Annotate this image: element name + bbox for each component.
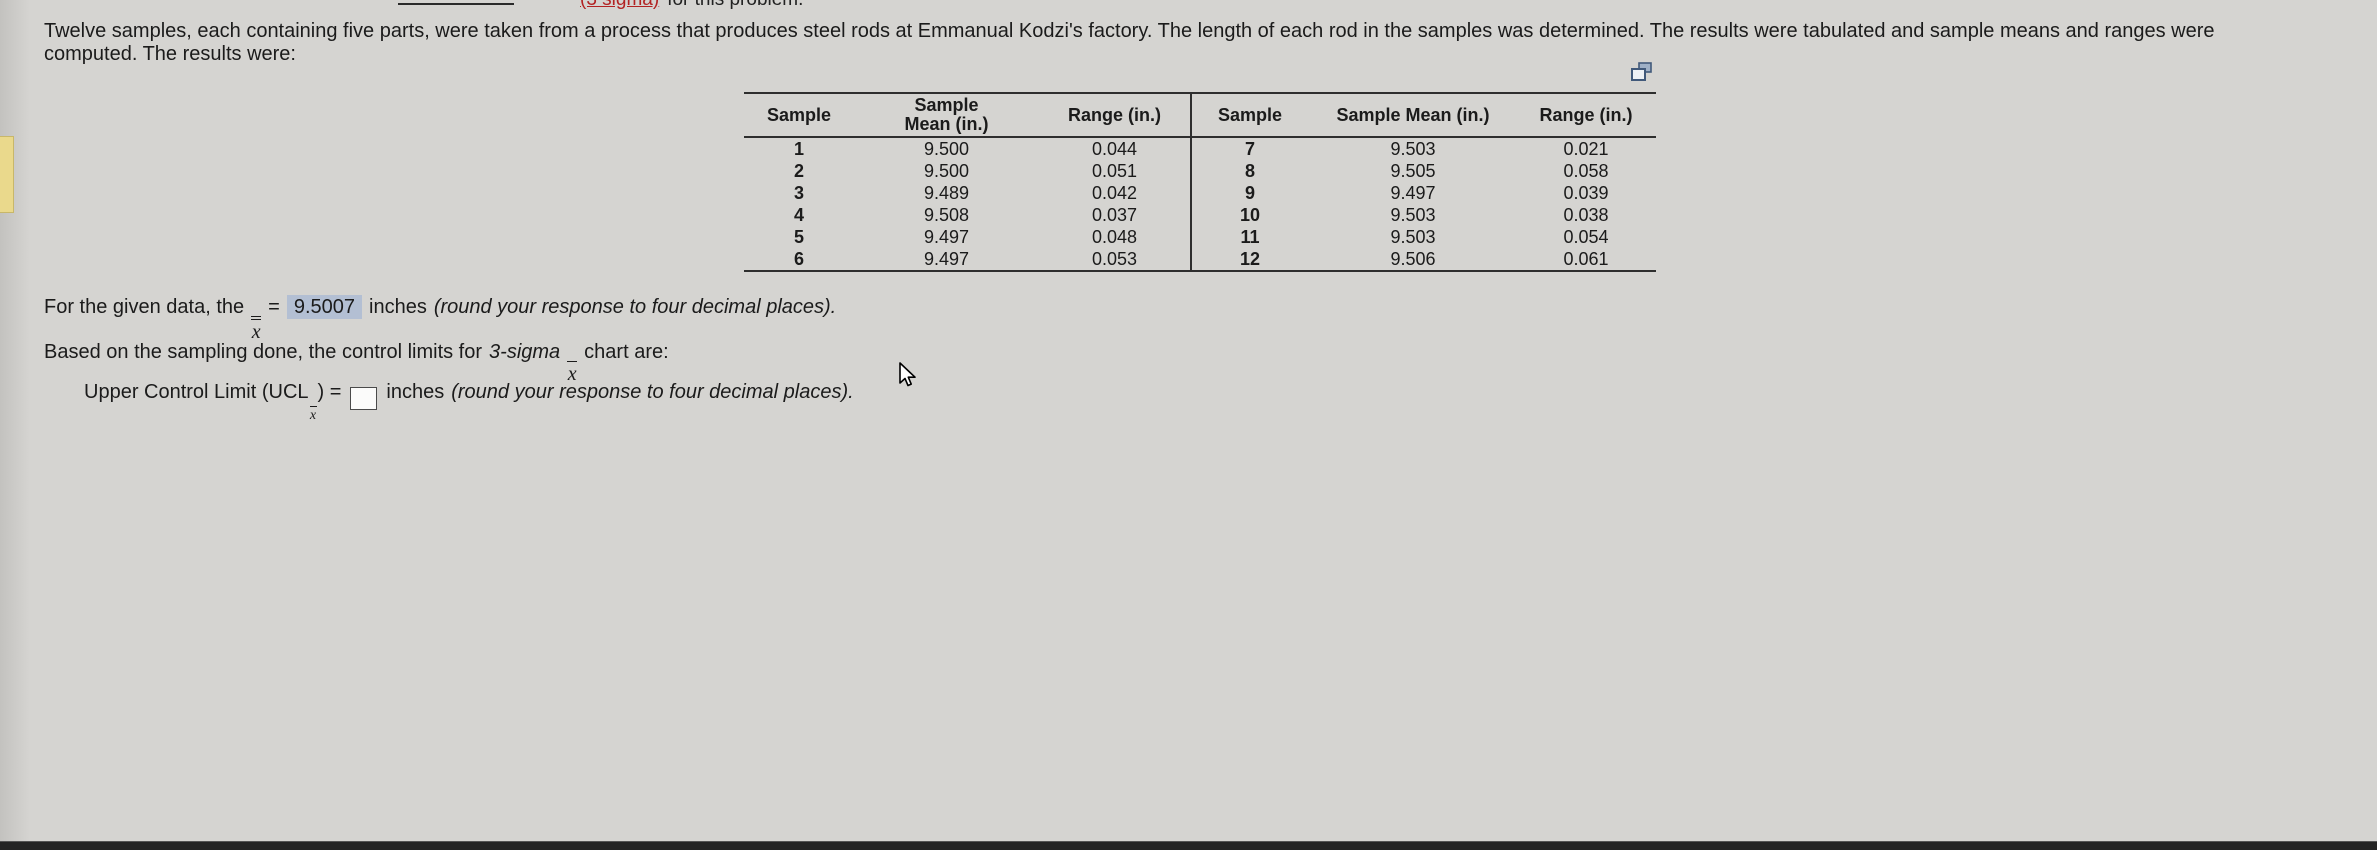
pointer-arrow-icon xyxy=(899,362,916,387)
three-sigma-label: 3-sigma xyxy=(489,341,561,363)
cell-sample: 7 xyxy=(1190,138,1308,160)
ucl-label: Upper Control Limit (UCL xyxy=(84,381,309,403)
cell-mean: 9.505 xyxy=(1390,160,1436,181)
top-clipped-text: for this problem. xyxy=(667,0,803,10)
cell-range: 0.053 xyxy=(1091,248,1138,269)
grand-mean-text: For the given data, the xyxy=(44,296,245,318)
cell-sample: 1 xyxy=(793,138,804,159)
col-header-sample-2: Sample xyxy=(1190,94,1308,136)
rounding-note: (round your response to four decimal pla… xyxy=(433,296,837,318)
chart-are-text: chart are: xyxy=(584,341,669,363)
reference-link[interactable]: (3 sigma) xyxy=(580,0,659,10)
table-row: 1 9.500 0.044 7 9.503 0.021 xyxy=(744,138,1656,160)
cell-sample: 3 xyxy=(793,182,804,203)
overline xyxy=(251,319,262,321)
col-header-range-2: Range (in.) xyxy=(1539,104,1633,125)
overline xyxy=(567,361,578,362)
page-left-shade xyxy=(0,0,30,850)
col-header-sample-mean: Sample Mean (in.) xyxy=(854,94,1039,136)
table-row: 4 9.508 0.037 10 9.503 0.038 xyxy=(744,204,1656,226)
ucl-equals: ) = xyxy=(317,381,342,403)
popout-table-icon[interactable] xyxy=(1630,62,1654,84)
redacted-underline xyxy=(398,0,514,5)
table-row: 6 9.497 0.053 12 9.506 0.061 xyxy=(744,248,1656,270)
ucl-input[interactable] xyxy=(350,387,378,410)
control-limits-line: Based on the sampling done, the control … xyxy=(44,341,669,384)
cell-range: 0.051 xyxy=(1091,160,1138,181)
cell-range: 0.038 xyxy=(1563,204,1609,225)
cell-range: 0.061 xyxy=(1563,248,1609,269)
x-double-bar-symbol: x xyxy=(251,316,262,342)
problem-statement: Twelve samples, each containing five par… xyxy=(44,20,2215,65)
col-header-range: Range (in.) xyxy=(1068,104,1161,125)
cell-sample: 5 xyxy=(793,226,804,247)
cell-range: 0.042 xyxy=(1091,182,1138,203)
equals-sign: = xyxy=(268,296,280,318)
sticky-note-tab xyxy=(0,136,14,213)
cell-mean: 9.503 xyxy=(1390,204,1436,225)
overline xyxy=(309,406,317,407)
cell-range: 0.039 xyxy=(1563,182,1609,203)
control-limits-text: Based on the sampling done, the control … xyxy=(44,341,483,363)
col-header-sample: Sample xyxy=(766,104,832,125)
cell-sample: 12 xyxy=(1190,248,1308,270)
x-bar-subscript: x xyxy=(309,406,317,423)
cell-sample: 8 xyxy=(1190,160,1308,182)
grand-mean-line: For the given data, the x = 9.5007 inches (ro… xyxy=(44,295,837,342)
col-header-sample-mean-line2: Mean (in.) xyxy=(904,114,989,134)
results-table: Sample Sample Mean (in.) Range (in.) Sam… xyxy=(744,92,1656,272)
cell-range: 0.021 xyxy=(1563,138,1609,159)
table-row: 2 9.500 0.051 8 9.505 0.058 xyxy=(744,160,1656,182)
cell-mean: 9.503 xyxy=(1390,138,1436,159)
rounding-note: (round your response to four decimal pla… xyxy=(451,381,854,403)
copy-icon xyxy=(1631,62,1652,81)
unit-label: inches xyxy=(386,381,445,403)
mouse-cursor xyxy=(897,362,919,393)
cell-range: 0.037 xyxy=(1091,204,1138,225)
cell-mean: 9.497 xyxy=(923,226,970,247)
taskbar-edge xyxy=(0,841,2377,850)
unit-label: inches xyxy=(369,296,427,318)
cell-mean: 9.500 xyxy=(923,138,970,159)
cell-sample: 10 xyxy=(1190,204,1308,226)
cell-mean: 9.503 xyxy=(1390,226,1436,247)
cell-mean: 9.506 xyxy=(1390,248,1436,269)
top-clipped-line: (3 sigma) for this problem. xyxy=(398,0,803,11)
x-bar-symbol: x xyxy=(567,361,578,384)
cell-sample: 4 xyxy=(793,204,804,225)
cell-mean: 9.508 xyxy=(923,204,970,225)
cell-range: 0.058 xyxy=(1563,160,1609,181)
cell-range: 0.048 xyxy=(1091,226,1138,247)
table-row: 3 9.489 0.042 9 9.497 0.039 xyxy=(744,182,1656,204)
cell-range: 0.054 xyxy=(1563,226,1609,247)
overline xyxy=(251,316,262,317)
grand-mean-answer[interactable]: 9.5007 xyxy=(286,295,362,319)
cell-mean: 9.497 xyxy=(923,248,970,269)
cell-sample: 9 xyxy=(1190,182,1308,204)
cell-mean: 9.497 xyxy=(1390,182,1436,203)
col-header-sample-mean-2: Sample Mean (in.) xyxy=(1336,104,1490,125)
ucl-line: Upper Control Limit (UCL x) = inches (round… xyxy=(84,381,854,423)
cell-sample: 11 xyxy=(1190,226,1308,248)
cell-mean: 9.500 xyxy=(923,160,970,181)
cell-mean: 9.489 xyxy=(923,182,970,203)
table-header-row: Sample Sample Mean (in.) Range (in.) Sam… xyxy=(744,92,1656,138)
table-row: 5 9.497 0.048 11 9.503 0.054 xyxy=(744,226,1656,248)
cell-range: 0.044 xyxy=(1091,138,1138,159)
cell-sample: 2 xyxy=(793,160,804,181)
cell-sample: 6 xyxy=(793,248,804,269)
col-header-sample-mean-line1: Sample xyxy=(914,95,979,115)
